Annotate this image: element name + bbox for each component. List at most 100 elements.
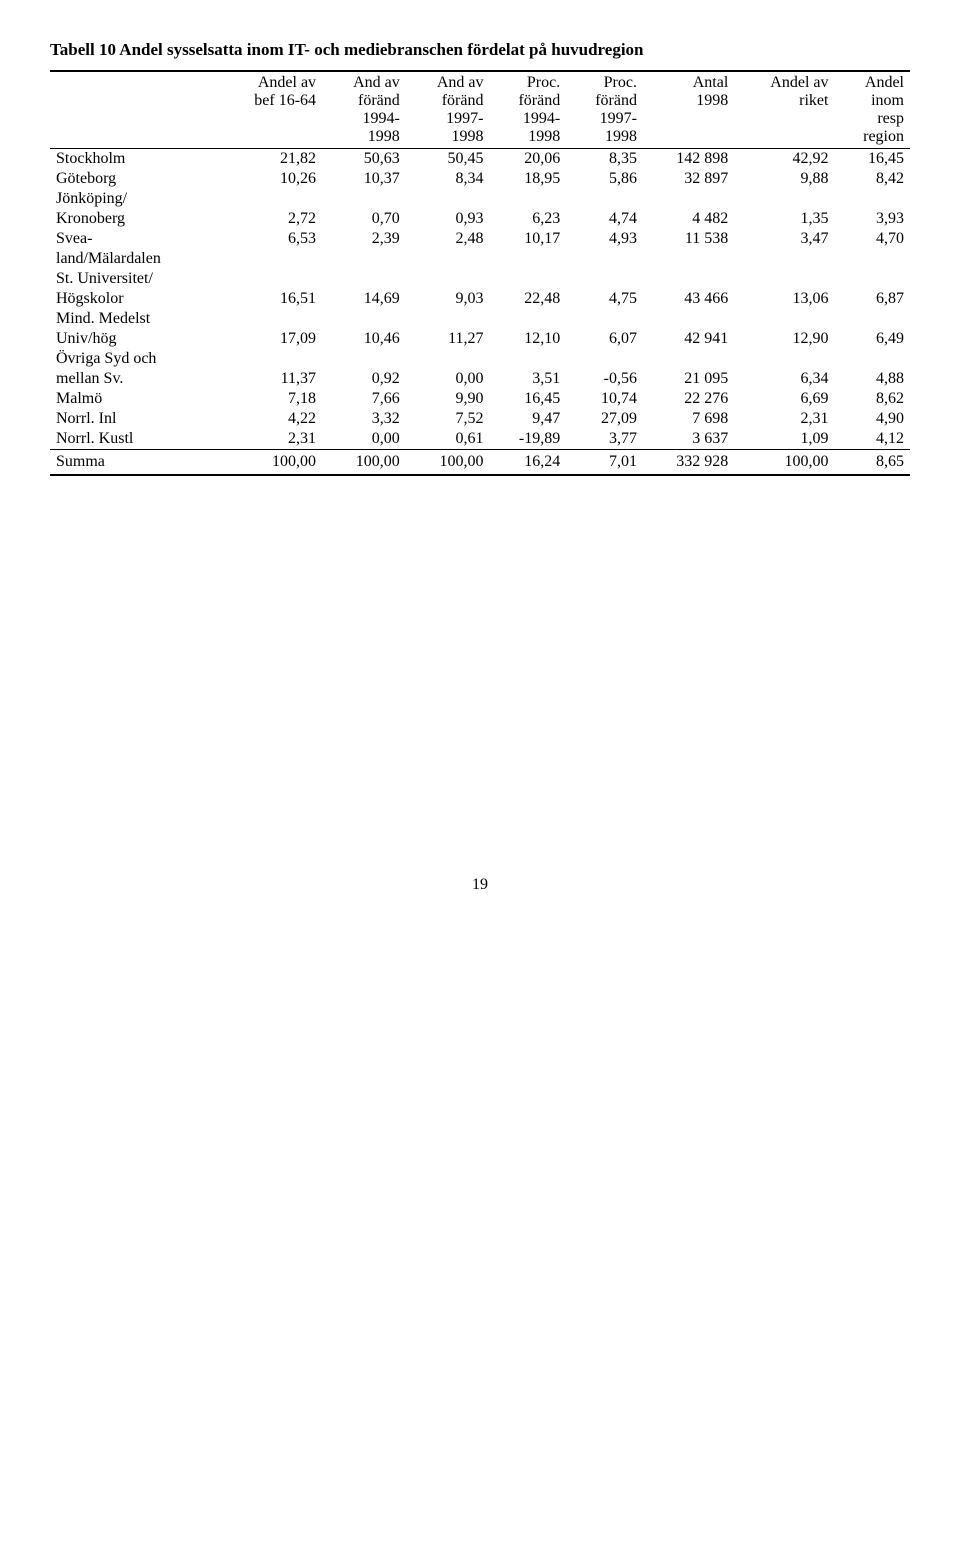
cell (489, 269, 566, 289)
cell: 9,47 (489, 409, 566, 429)
cell (566, 269, 643, 289)
cell (566, 349, 643, 369)
cell: 21 095 (643, 369, 734, 389)
cell: 43 466 (643, 289, 734, 309)
cell: 16,51 (217, 289, 322, 309)
table-row: Stockholm21,8250,6350,4520,068,35142 898… (50, 149, 910, 170)
table-row: Göteborg10,2610,378,3418,955,8632 8979,8… (50, 169, 910, 189)
row-label: Svea- (50, 229, 217, 249)
cell: 4,88 (834, 369, 910, 389)
cell: 3,32 (322, 409, 406, 429)
summary-cell: 100,00 (406, 450, 490, 476)
cell (322, 189, 406, 209)
cell: 11,27 (406, 329, 490, 349)
cell: 0,93 (406, 209, 490, 229)
cell: 6,07 (566, 329, 643, 349)
cell: 142 898 (643, 149, 734, 170)
summary-label: Summa (50, 450, 217, 476)
cell: 3,93 (834, 209, 910, 229)
table-row: mellan Sv.11,370,920,003,51-0,5621 0956,… (50, 369, 910, 389)
cell: 13,06 (734, 289, 834, 309)
summary-cell: 16,24 (489, 450, 566, 476)
cell (322, 349, 406, 369)
summary-cell: 100,00 (217, 450, 322, 476)
page-number: 19 (50, 876, 910, 894)
cell (734, 349, 834, 369)
cell: 2,31 (217, 429, 322, 450)
cell: 4,22 (217, 409, 322, 429)
cell: 4,70 (834, 229, 910, 249)
row-label: Malmö (50, 389, 217, 409)
cell (643, 309, 734, 329)
cell (734, 269, 834, 289)
table-row: Norrl. Kustl2,310,000,61-19,893,773 6371… (50, 429, 910, 450)
cell: 8,35 (566, 149, 643, 170)
cell: 8,34 (406, 169, 490, 189)
cell: 8,62 (834, 389, 910, 409)
cell: 6,23 (489, 209, 566, 229)
cell: 11,37 (217, 369, 322, 389)
cell: 12,90 (734, 329, 834, 349)
cell: 9,03 (406, 289, 490, 309)
header-cell-6: Antal1998 (643, 71, 734, 149)
table-title: Tabell 10 Andel sysselsatta inom IT- och… (50, 40, 910, 60)
cell (834, 249, 910, 269)
cell: -0,56 (566, 369, 643, 389)
cell: 50,45 (406, 149, 490, 170)
cell (643, 349, 734, 369)
cell: 5,86 (566, 169, 643, 189)
row-label: Göteborg (50, 169, 217, 189)
summary-cell: 100,00 (734, 450, 834, 476)
cell: 4,12 (834, 429, 910, 450)
data-table: Andel avbef 16-64 And avföränd1994-1998 … (50, 70, 910, 476)
cell (406, 269, 490, 289)
cell (566, 249, 643, 269)
cell: 10,46 (322, 329, 406, 349)
table-row: Svea-6,532,392,4810,174,9311 5383,474,70 (50, 229, 910, 249)
cell: 4,74 (566, 209, 643, 229)
table-row: Univ/hög17,0910,4611,2712,106,0742 94112… (50, 329, 910, 349)
cell: 6,69 (734, 389, 834, 409)
cell: 6,34 (734, 369, 834, 389)
cell: 10,74 (566, 389, 643, 409)
cell (734, 309, 834, 329)
row-label: Högskolor (50, 289, 217, 309)
cell: 0,70 (322, 209, 406, 229)
cell (643, 249, 734, 269)
cell (643, 269, 734, 289)
summary-cell: 8,65 (834, 450, 910, 476)
cell (322, 309, 406, 329)
cell: 3,77 (566, 429, 643, 450)
table-row: Mind. Medelst (50, 309, 910, 329)
cell: 4,93 (566, 229, 643, 249)
cell: 42 941 (643, 329, 734, 349)
summary-cell: 100,00 (322, 450, 406, 476)
cell: 9,90 (406, 389, 490, 409)
row-label: Mind. Medelst (50, 309, 217, 329)
summary-cell: 332 928 (643, 450, 734, 476)
cell: 2,31 (734, 409, 834, 429)
header-cell-3: And avföränd1997-1998 (406, 71, 490, 149)
row-label: St. Universitet/ (50, 269, 217, 289)
cell (734, 189, 834, 209)
cell: 16,45 (489, 389, 566, 409)
cell: 1,35 (734, 209, 834, 229)
table-row: Norrl. Inl4,223,327,529,4727,097 6982,31… (50, 409, 910, 429)
cell: 21,82 (217, 149, 322, 170)
cell (406, 249, 490, 269)
cell: 7,52 (406, 409, 490, 429)
cell (406, 309, 490, 329)
cell: 0,92 (322, 369, 406, 389)
cell (217, 309, 322, 329)
cell: 8,42 (834, 169, 910, 189)
cell: 42,92 (734, 149, 834, 170)
cell (217, 269, 322, 289)
cell (217, 249, 322, 269)
cell (217, 349, 322, 369)
row-label: Norrl. Inl (50, 409, 217, 429)
cell: 10,26 (217, 169, 322, 189)
header-cell-0 (50, 71, 217, 149)
row-label: Övriga Syd och (50, 349, 217, 369)
cell (643, 189, 734, 209)
cell: 14,69 (322, 289, 406, 309)
